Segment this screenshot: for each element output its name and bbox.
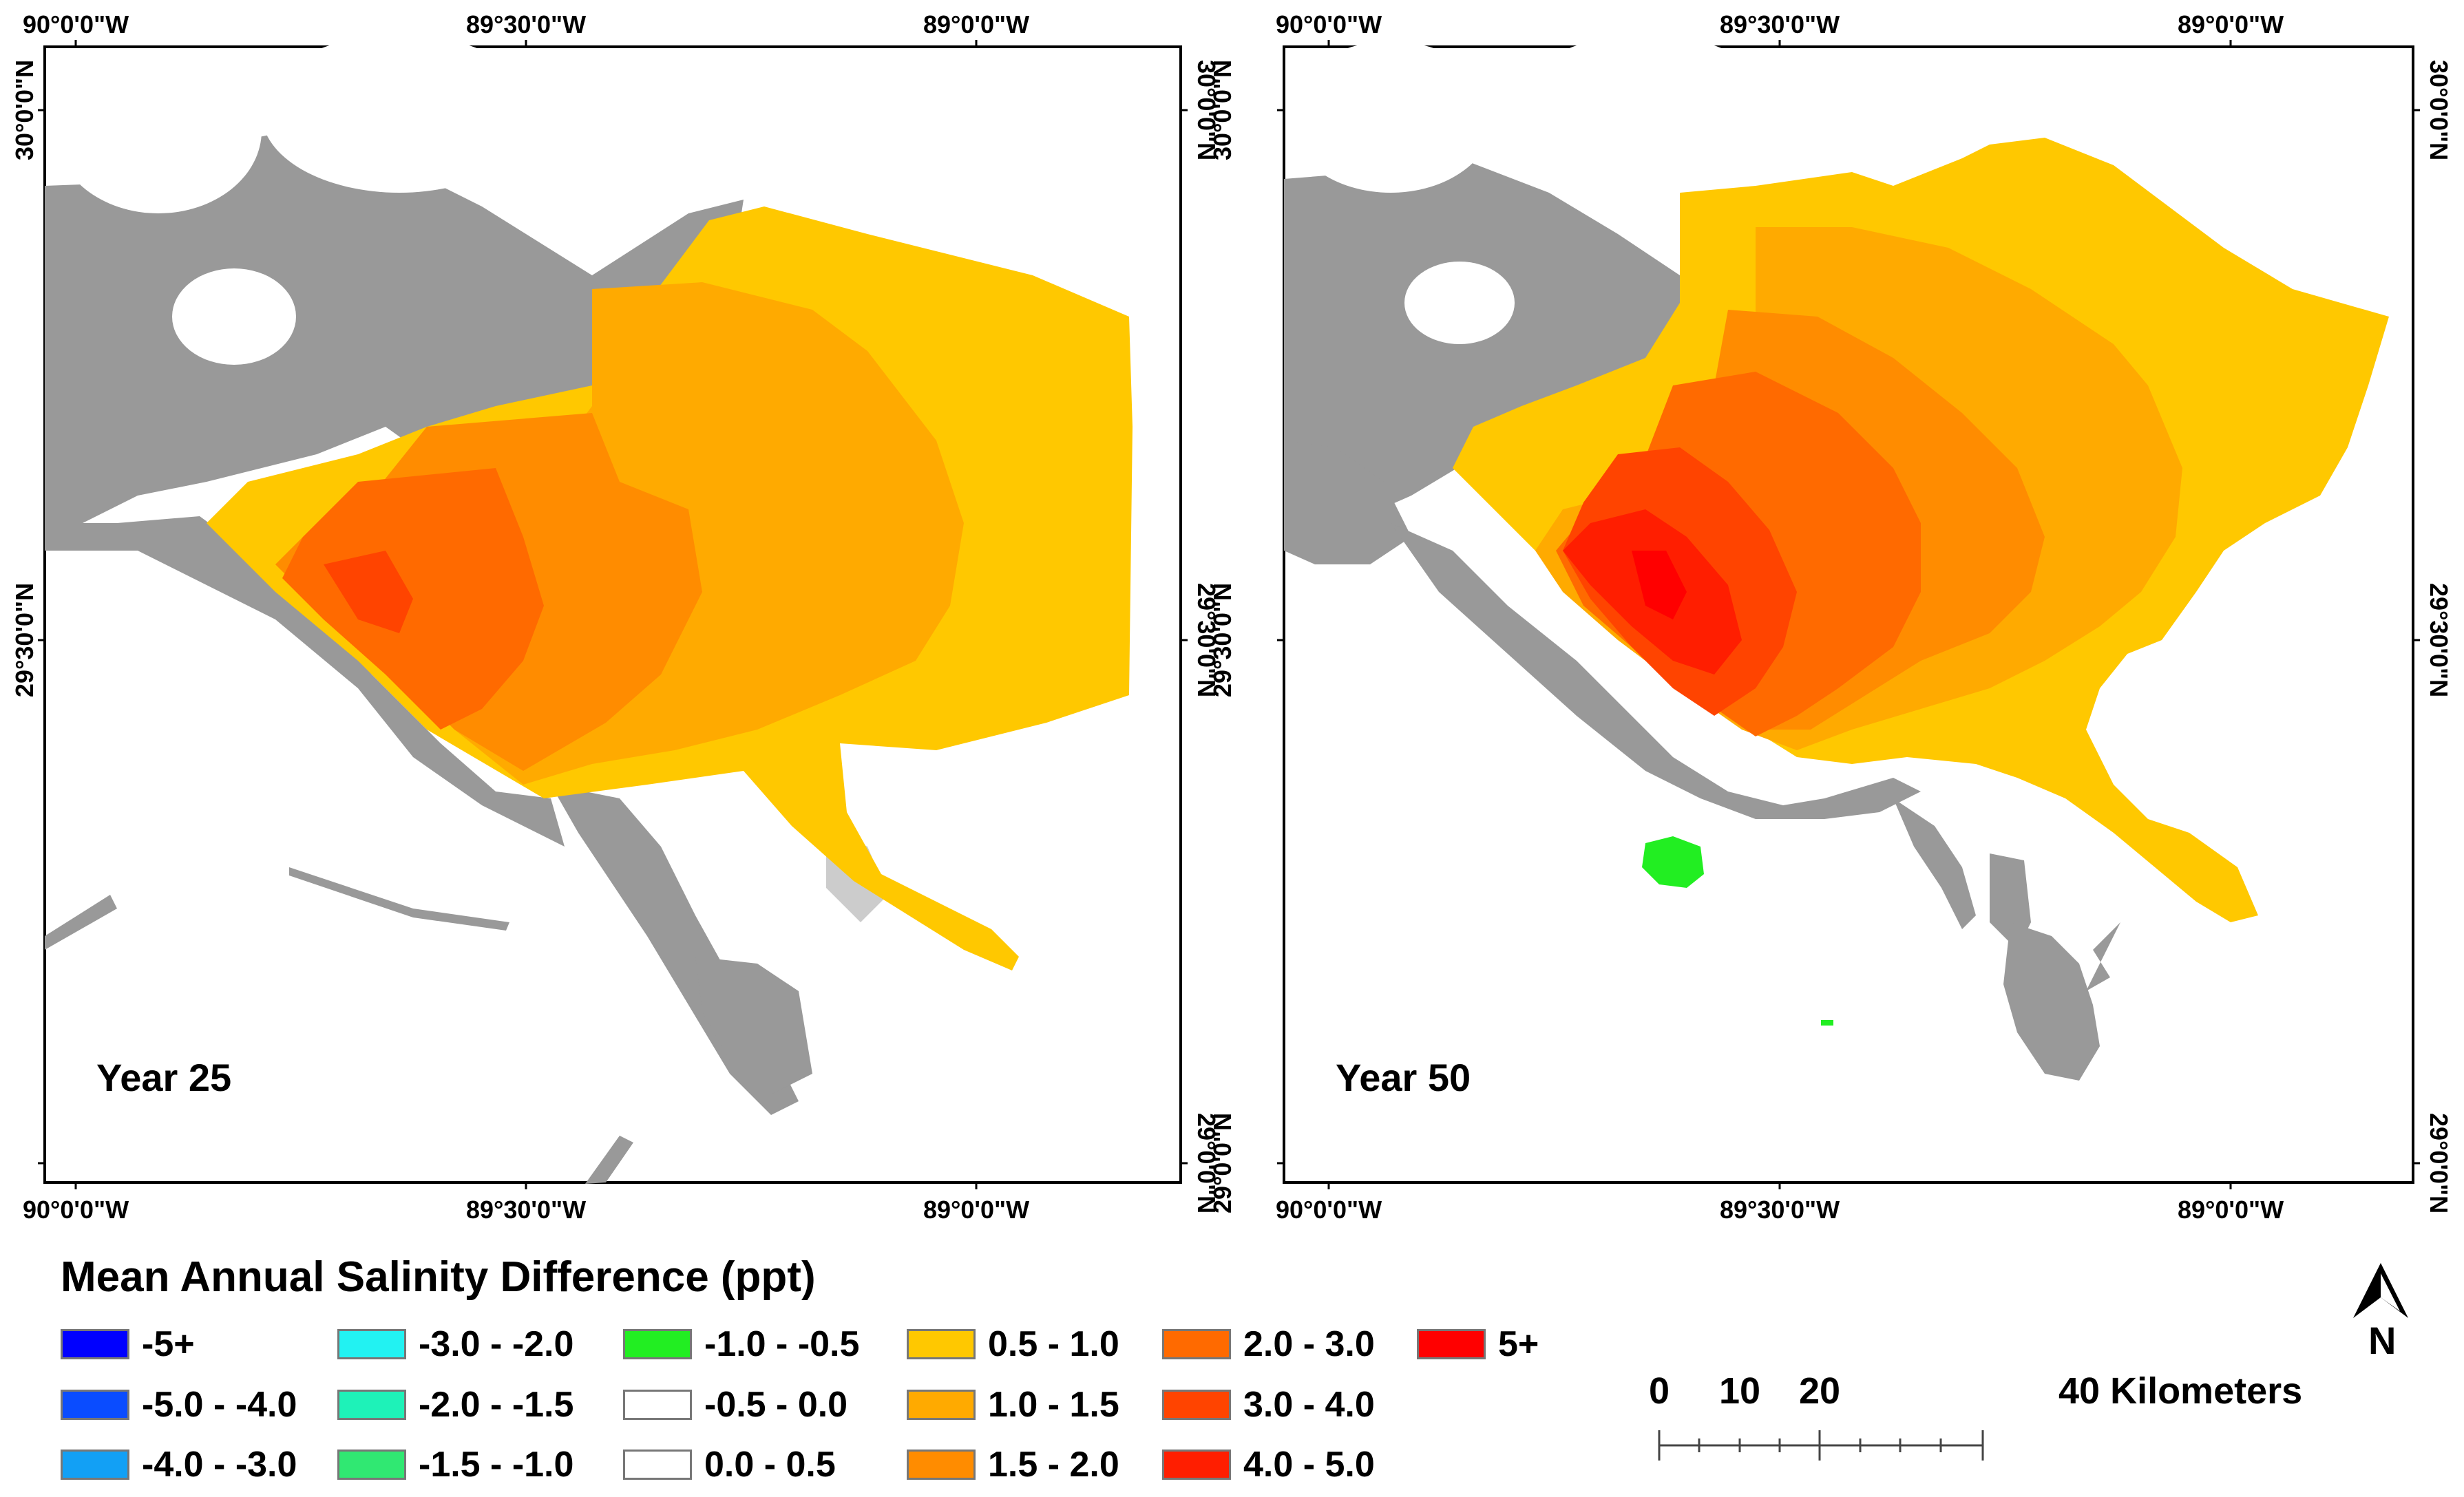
water-bodies xyxy=(1287,34,1783,344)
left-tick-label: 29°30'0"N xyxy=(10,583,39,697)
left-tick-label: 30°0'0"N xyxy=(1208,60,1236,160)
legend-swatch xyxy=(907,1390,976,1420)
north-arrow-label: N xyxy=(2368,1319,2397,1362)
scale-label-20: 20 xyxy=(1798,1370,1841,1412)
scale-bar-line xyxy=(1658,1430,1984,1461)
legend-swatch xyxy=(1162,1390,1231,1420)
salinity-zones xyxy=(207,206,1133,970)
map-year-25: 90°0'0"W 89°30'0"W 89°0'0"W 90°0'0"W 89°… xyxy=(10,10,1221,1224)
top-tick-label: 89°30'0"W xyxy=(1720,10,1840,39)
legend-label: 1.5 - 2.0 xyxy=(988,1445,1119,1485)
legend-swatch xyxy=(623,1450,692,1480)
legend-item: -4.0 - -3.0 xyxy=(61,1445,297,1485)
map-label-year-50: Year 50 xyxy=(1336,1056,1471,1099)
legend-label: -5+ xyxy=(142,1324,195,1364)
legend-label: 1.0 - 1.5 xyxy=(988,1385,1119,1425)
legend-label: -3.0 - -2.0 xyxy=(419,1324,574,1364)
left-tick-label: 29°0'0"N xyxy=(1208,1113,1236,1213)
right-tick-label: 30°0'0"N xyxy=(2425,60,2453,160)
legend-item: -0.5 - 0.0 xyxy=(623,1385,848,1425)
right-tick-label: 29°30'0"N xyxy=(2425,583,2453,697)
legend-swatch xyxy=(337,1450,406,1480)
legend-item: -3.0 - -2.0 xyxy=(337,1324,574,1364)
map-year-50-left-labels: 30°0'0"N 29°30'0"N 29°0'0"N xyxy=(1208,60,1236,1213)
legend-item: -2.0 - -1.5 xyxy=(337,1385,574,1425)
legend-swatch xyxy=(61,1450,129,1480)
legend-label: 0.0 - 0.5 xyxy=(704,1445,836,1485)
legend-swatch xyxy=(337,1329,406,1359)
legend-item: 3.0 - 4.0 xyxy=(1162,1385,1375,1425)
legend-item: -5+ xyxy=(61,1324,195,1364)
right-tick-label: 29°0'0"N xyxy=(1192,1113,1221,1213)
legend-swatch xyxy=(61,1329,129,1359)
legend-item: 4.0 - 5.0 xyxy=(1162,1445,1375,1485)
legend-swatch xyxy=(907,1450,976,1480)
scale-label-0: 0 xyxy=(1648,1370,1670,1412)
legend-label: -4.0 - -3.0 xyxy=(142,1445,297,1485)
scale-label-40: 40 Kilometers xyxy=(2058,1370,2303,1412)
bottom-tick-label: 89°30'0"W xyxy=(1720,1196,1840,1224)
legend-label: -2.0 - -1.5 xyxy=(419,1385,574,1425)
map-year-50: 90°0'0"W 89°30'0"W 89°0'0"W 90°0'0"W 89°… xyxy=(1276,10,2453,1224)
legend-item: 5+ xyxy=(1417,1324,1539,1364)
legend-item: 2.0 - 3.0 xyxy=(1162,1324,1375,1364)
left-tick-label: 30°0'0"N xyxy=(10,60,39,160)
map-label-year-25: Year 25 xyxy=(96,1056,231,1099)
legend-swatch xyxy=(1162,1329,1231,1359)
legend-item: 0.0 - 0.5 xyxy=(623,1445,836,1485)
bottom-tick-label: 89°30'0"W xyxy=(466,1196,586,1224)
legend-label: -1.5 - -1.0 xyxy=(419,1445,574,1485)
top-tick-label: 89°30'0"W xyxy=(466,10,586,39)
legend-label: -5.0 - -4.0 xyxy=(142,1385,297,1425)
right-tick-label: 30°0'0"N xyxy=(1192,60,1221,160)
legend-label: 3.0 - 4.0 xyxy=(1243,1385,1375,1425)
legend-swatch xyxy=(1162,1450,1231,1480)
salinity-zones xyxy=(1453,138,2389,1026)
bottom-tick-label: 89°0'0"W xyxy=(923,1196,1029,1224)
top-tick-label: 90°0'0"W xyxy=(1276,10,1382,39)
legend-item: -1.5 - -1.0 xyxy=(337,1445,574,1485)
right-tick-label: 29°0'0"N xyxy=(2425,1113,2453,1213)
legend-item: 1.0 - 1.5 xyxy=(907,1385,1119,1425)
scale-label-10: 10 xyxy=(1718,1370,1761,1412)
legend-label: 5+ xyxy=(1498,1324,1539,1364)
tick-marks xyxy=(1277,40,2420,1189)
legend-label: 4.0 - 5.0 xyxy=(1243,1445,1375,1485)
legend-label: -1.0 - -0.5 xyxy=(704,1324,860,1364)
legend-swatch xyxy=(623,1329,692,1359)
legend-label: 0.5 - 1.0 xyxy=(988,1324,1119,1364)
legend-swatch xyxy=(61,1390,129,1420)
legend-swatch xyxy=(623,1390,692,1420)
top-tick-label: 89°0'0"W xyxy=(2178,10,2284,39)
north-arrow-icon xyxy=(2353,1263,2408,1318)
right-tick-label: 29°30'0"N xyxy=(1192,583,1221,697)
legend-item: 1.5 - 2.0 xyxy=(907,1445,1119,1485)
top-tick-label: 90°0'0"W xyxy=(23,10,129,39)
legend-label: 2.0 - 3.0 xyxy=(1243,1324,1375,1364)
bottom-tick-label: 89°0'0"W xyxy=(2178,1196,2284,1224)
top-tick-label: 89°0'0"W xyxy=(923,10,1029,39)
left-tick-label: 29°30'0"N xyxy=(1208,583,1236,697)
water-bodies xyxy=(55,34,537,365)
legend-title: Mean Annual Salinity Difference (ppt) xyxy=(61,1253,816,1301)
legend-swatch xyxy=(907,1329,976,1359)
legend-item: 0.5 - 1.0 xyxy=(907,1324,1119,1364)
bottom-tick-label: 90°0'0"W xyxy=(1276,1196,1382,1224)
legend-item: -1.0 - -0.5 xyxy=(623,1324,860,1364)
legend-swatch xyxy=(1417,1329,1486,1359)
bottom-tick-label: 90°0'0"W xyxy=(23,1196,129,1224)
legend-label: -0.5 - 0.0 xyxy=(704,1385,848,1425)
tick-marks xyxy=(38,40,1188,1189)
legend-swatch xyxy=(337,1390,406,1420)
legend-item: -5.0 - -4.0 xyxy=(61,1385,297,1425)
